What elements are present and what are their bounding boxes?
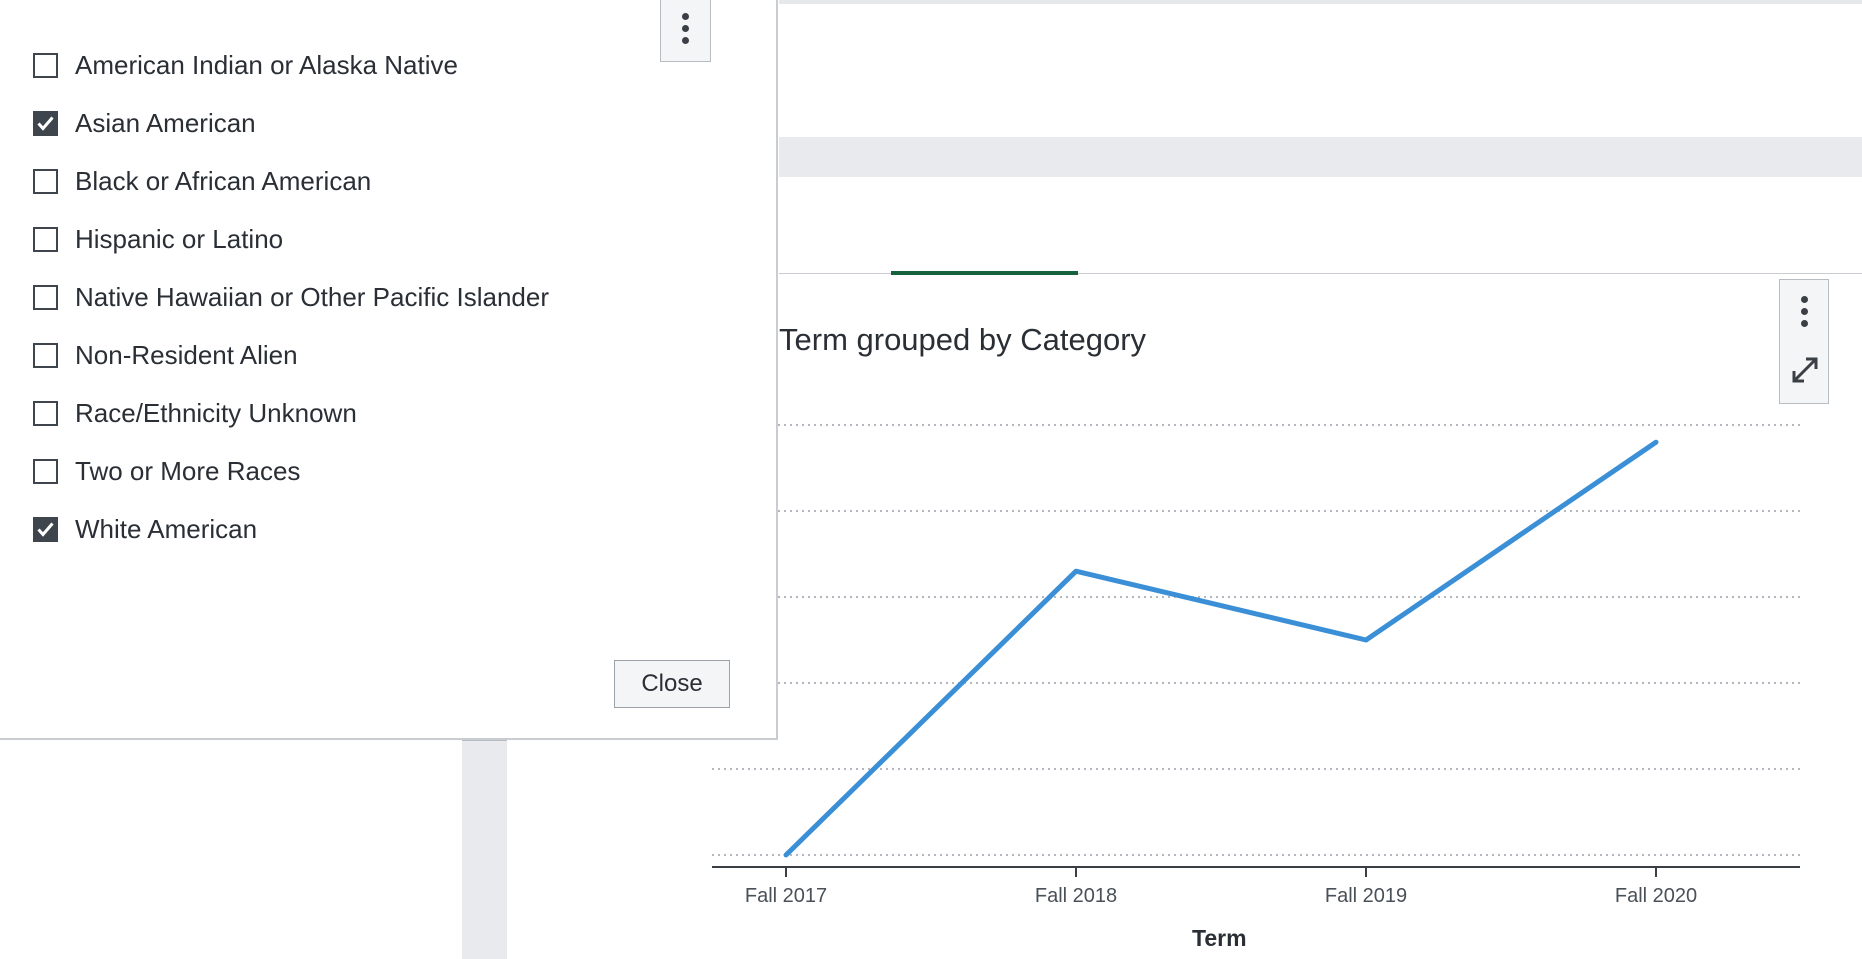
checkbox[interactable] — [33, 110, 58, 136]
checkbox[interactable] — [33, 168, 58, 194]
checkbox[interactable] — [33, 342, 58, 368]
checkbox-option[interactable]: Two or More Races — [33, 442, 549, 500]
checkbox[interactable] — [33, 284, 58, 310]
chart-toolbar — [1779, 279, 1829, 404]
more-options-icon[interactable] — [661, 13, 710, 44]
checkbox-label: White American — [75, 513, 258, 544]
scrollbar-track[interactable] — [462, 740, 507, 959]
checkbox-label: Asian American — [75, 107, 256, 138]
checkbox-label: American Indian or Alaska Native — [75, 49, 458, 80]
x-tick-label: Fall 2018 — [1035, 885, 1117, 907]
x-tick-label: Fall 2017 — [745, 885, 827, 907]
chart-gridlines — [712, 424, 1800, 856]
expand-icon[interactable] — [1789, 354, 1821, 386]
checkmark-icon — [37, 116, 54, 131]
checkbox-label: Native Hawaiian or Other Pacific Islande… — [75, 281, 549, 312]
close-button[interactable]: Close — [614, 660, 730, 708]
checkbox[interactable] — [33, 400, 58, 426]
checkbox[interactable] — [33, 226, 58, 252]
checkbox[interactable] — [33, 52, 58, 78]
checkbox-label: Black or African American — [75, 165, 372, 196]
tab-bar-divider — [779, 273, 1862, 274]
line-chart: Fall 2017 Fall 2018 Fall 2019 Fall 2020 — [712, 424, 1800, 907]
checkbox[interactable] — [33, 458, 58, 484]
x-tick-label: Fall 2020 — [1615, 885, 1697, 907]
checkbox-option[interactable]: White American — [33, 500, 549, 558]
checkbox-label: Two or More Races — [75, 455, 301, 486]
x-axis-title: Term — [1192, 925, 1247, 951]
x-tick-label: Fall 2019 — [1325, 885, 1407, 907]
checkmark-icon — [37, 522, 54, 537]
checkbox-option[interactable]: Asian American — [33, 94, 549, 152]
checkbox-option[interactable]: Race/Ethnicity Unknown — [33, 384, 549, 442]
checkbox[interactable] — [33, 516, 58, 542]
chart-title: Term grouped by Category — [779, 322, 1147, 357]
x-axis-tick-labels: Fall 2017 Fall 2018 Fall 2019 Fall 2020 — [745, 885, 1697, 907]
more-options-icon[interactable] — [1780, 296, 1828, 327]
series-line — [783, 439, 1659, 858]
checkbox-label: Race/Ethnicity Unknown — [75, 397, 357, 428]
checkbox-label: Non-Resident Alien — [75, 339, 298, 370]
toolbar-band — [779, 137, 1862, 177]
category-checkbox-list: American Indian or Alaska Native Asian A… — [33, 36, 549, 558]
x-axis-ticks — [785, 867, 1657, 877]
checkbox-option[interactable]: Non-Resident Alien — [33, 326, 549, 384]
checkbox-label: Hispanic or Latino — [75, 223, 284, 254]
tab-active-indicator[interactable] — [891, 271, 1078, 275]
filter-panel: American Indian or Alaska Native Asian A… — [0, 0, 778, 740]
checkbox-option[interactable]: American Indian or Alaska Native — [33, 36, 549, 94]
header-strip — [779, 0, 1862, 4]
checkbox-option[interactable]: Black or African American — [33, 152, 549, 210]
panel-menu-button[interactable] — [660, 0, 711, 62]
checkbox-option[interactable]: Hispanic or Latino — [33, 210, 549, 268]
checkbox-option[interactable]: Native Hawaiian or Other Pacific Islande… — [33, 268, 549, 326]
